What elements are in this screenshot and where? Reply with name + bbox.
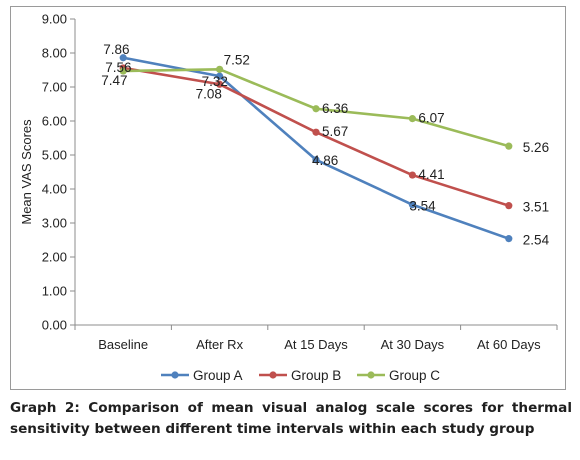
y-tick-label: 7.00: [42, 80, 67, 95]
data-point-group-a: [505, 235, 513, 243]
legend-swatch-marker: [171, 371, 179, 379]
x-tick-label: Baseline: [98, 337, 148, 352]
figure-caption: Graph 2: Comparison of mean visual analo…: [10, 400, 572, 437]
data-point-group-b: [505, 202, 513, 210]
data-label: 7.56: [105, 60, 131, 75]
y-tick-label: 4.00: [42, 182, 67, 197]
data-point-group-c: [119, 67, 127, 75]
data-label: 6.36: [322, 101, 348, 116]
data-point-group-a: [216, 72, 224, 80]
y-tick-label: 6.00: [42, 114, 67, 129]
y-tick-label: 5.00: [42, 148, 67, 163]
y-tick-label: 1.00: [42, 284, 67, 299]
data-label: 4.86: [312, 153, 338, 168]
series-line-group-a: [122, 56, 510, 240]
data-point-group-b: [312, 128, 320, 136]
legend-label: Group C: [389, 368, 440, 383]
legend-swatch-marker: [367, 371, 375, 379]
x-tick-label: At 30 Days: [381, 337, 445, 352]
x-tick-label: After Rx: [196, 337, 243, 352]
data-label: 7.86: [103, 42, 129, 57]
data-label: 3.54: [409, 199, 436, 214]
y-axis: 0.00 1.00 2.00 3.00 4.00 5.00 6.00 7.00 8.00 9.00: [42, 12, 76, 333]
y-tick-label: 2.00: [42, 250, 67, 265]
data-point-group-a: [408, 201, 416, 209]
data-point-group-a: [312, 156, 320, 164]
y-tick-label: 0.00: [42, 318, 67, 333]
x-tick-label: At 15 Days: [284, 337, 348, 352]
y-tick-label: 8.00: [42, 46, 67, 61]
y-axis-title: Mean VAS Scores: [19, 119, 34, 225]
data-point-group-c: [505, 142, 513, 150]
data-point-group-c: [408, 115, 416, 123]
data-point-group-b: [408, 171, 416, 179]
y-tick-label: 9.00: [42, 12, 67, 27]
x-axis: Baseline After Rx At 15 Days At 30 Days At 6…: [74, 324, 558, 352]
data-label: 3.51: [523, 200, 549, 215]
legend-label: Group A: [193, 368, 243, 383]
data-point-group-b: [216, 80, 224, 88]
data-label: 6.07: [418, 111, 444, 126]
data-label: 7.08: [196, 86, 222, 101]
series-group: 7.86 7.32 4.86 3.54 2.54 7.56 7.08 5.67 4.41 3.51…: [101, 42, 549, 248]
data-label: 7.52: [224, 52, 250, 67]
data-label: 2.54: [523, 233, 550, 248]
data-point-group-c: [312, 105, 320, 113]
series-line-group-b: [122, 66, 510, 207]
legend: Group A Group B Group C: [161, 368, 440, 383]
data-point-group-a: [119, 54, 127, 62]
legend-swatch-marker: [269, 371, 277, 379]
x-tick-label: At 60 Days: [477, 337, 541, 352]
data-label: 5.67: [322, 124, 348, 139]
data-label: 7.47: [101, 73, 127, 88]
data-label: 5.26: [523, 140, 549, 155]
data-label: 4.41: [418, 167, 444, 182]
legend-label: Group B: [291, 368, 341, 383]
data-point-group-c: [216, 65, 224, 73]
y-tick-label: 3.00: [42, 216, 67, 231]
line-chart: 0.00 1.00 2.00 3.00 4.00 5.00 6.00 7.00 8.00 9.00…: [19, 12, 558, 383]
chart-frame: 0.00 1.00 2.00 3.00 4.00 5.00 6.00 7.00 8.00 9.00…: [10, 6, 566, 390]
data-label: 7.32: [202, 74, 228, 89]
